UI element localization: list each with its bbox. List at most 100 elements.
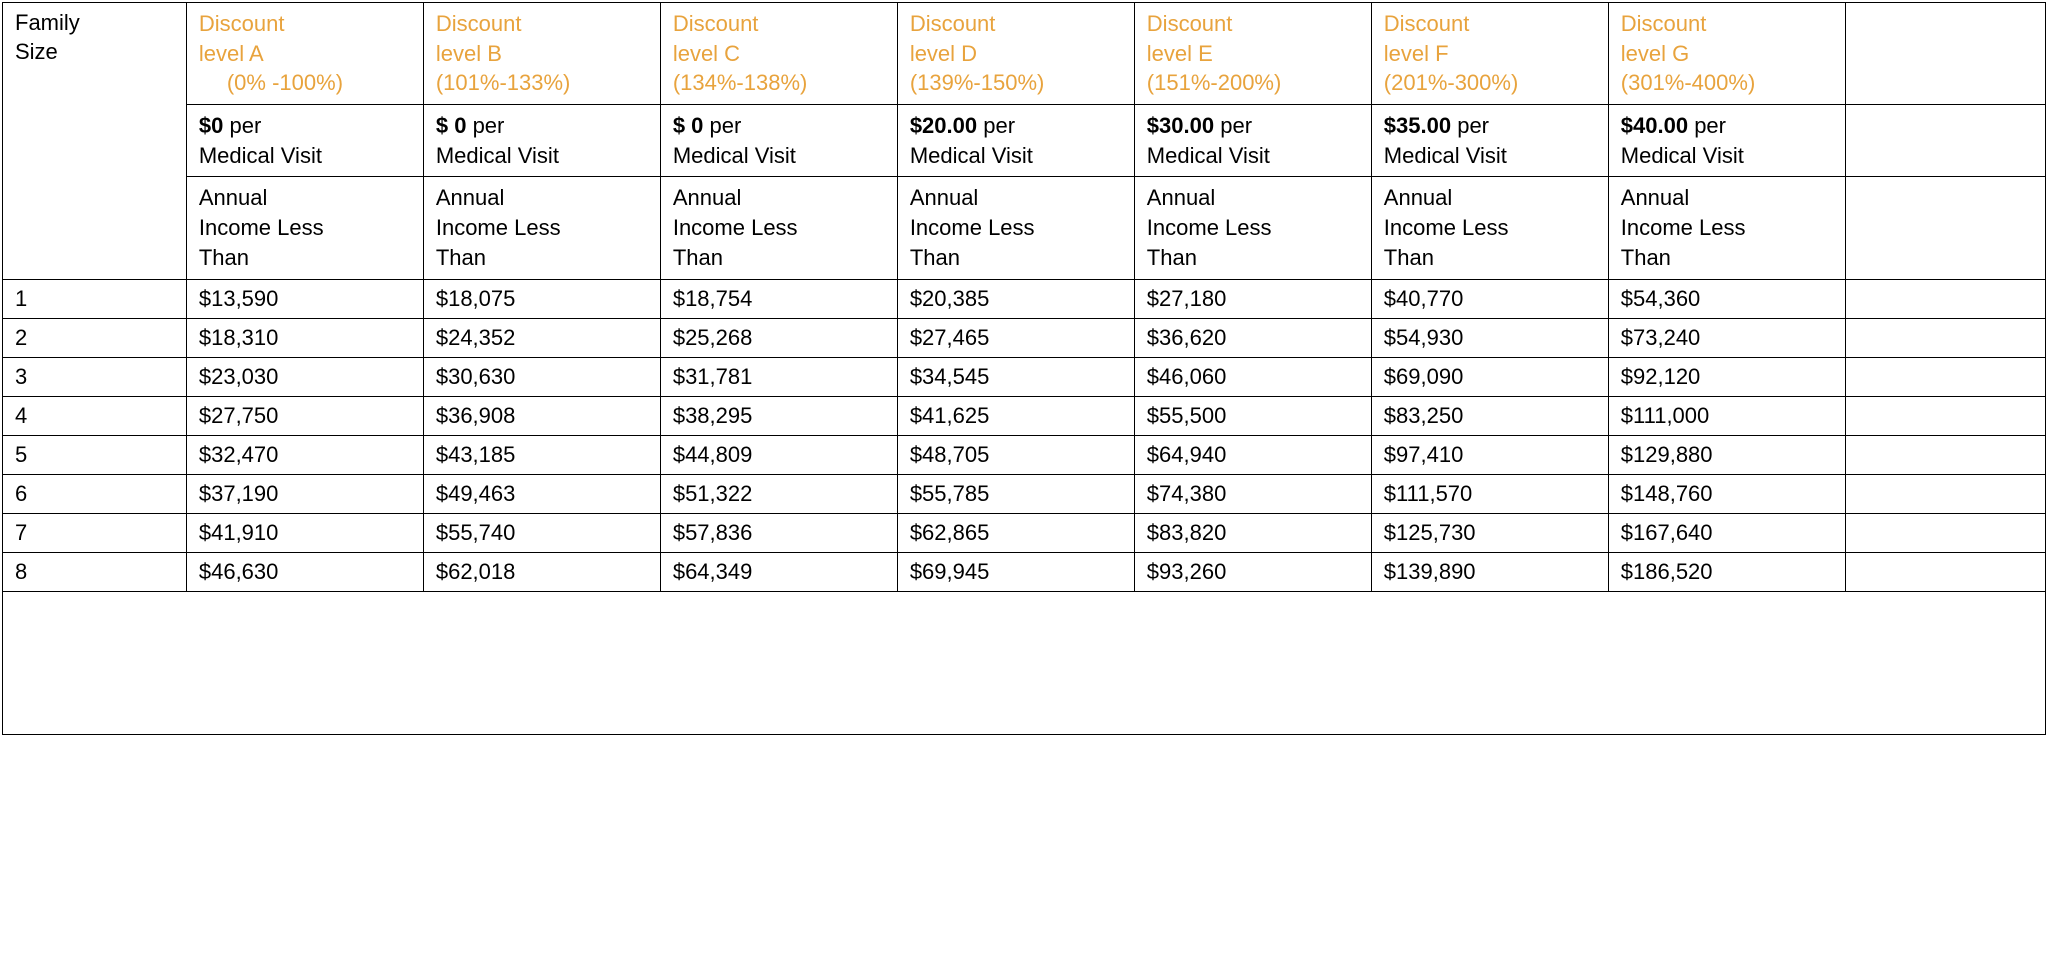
- income-cell: $54,360: [1608, 279, 1845, 318]
- discount-level-range: (301%-400%): [1621, 68, 1835, 98]
- per-visit-amount: $30.00: [1147, 113, 1214, 138]
- income-cell: $36,620: [1134, 318, 1371, 357]
- income-cell: $34,545: [897, 357, 1134, 396]
- per-visit-suffix: per: [710, 113, 742, 138]
- family-size-value: 7: [3, 513, 187, 552]
- income-cell: $18,075: [423, 279, 660, 318]
- income-cell: $73,240: [1608, 318, 1845, 357]
- annual-header-b: Annual Income Less Than: [423, 177, 660, 279]
- per-visit-amount: $40.00: [1621, 113, 1688, 138]
- income-cell: $62,018: [423, 552, 660, 591]
- income-cell: $69,945: [897, 552, 1134, 591]
- discount-level-title-line2: level E: [1147, 39, 1361, 69]
- per-visit-g: $40.00 per Medical Visit: [1608, 105, 1845, 177]
- family-size-value: 3: [3, 357, 187, 396]
- annual-header-d: Annual Income Less Than: [897, 177, 1134, 279]
- income-cell: $41,910: [186, 513, 423, 552]
- per-visit-suffix: per: [983, 113, 1015, 138]
- income-cell: $40,770: [1371, 279, 1608, 318]
- discount-level-range: (134%-138%): [673, 68, 887, 98]
- discount-level-e-header: Discount level E (151%-200%): [1134, 3, 1371, 105]
- income-cell: $20,385: [897, 279, 1134, 318]
- annual-line1: Annual: [436, 185, 505, 210]
- blank-cell: [1845, 318, 2045, 357]
- income-cell: $46,060: [1134, 357, 1371, 396]
- annual-header-a: Annual Income Less Than: [186, 177, 423, 279]
- annual-line3: Than: [673, 245, 723, 270]
- discount-level-g-header: Discount level G (301%-400%): [1608, 3, 1845, 105]
- income-cell: $36,908: [423, 396, 660, 435]
- table-row: 4 $27,750 $36,908 $38,295 $41,625 $55,50…: [3, 396, 2046, 435]
- annual-line3: Than: [910, 245, 960, 270]
- per-visit-c: $ 0 per Medical Visit: [660, 105, 897, 177]
- per-visit-line2: Medical Visit: [199, 143, 322, 168]
- discount-level-b-header: Discount level B (101%-133%): [423, 3, 660, 105]
- per-visit-amount: $ 0: [673, 113, 704, 138]
- header-row-levels: Family Size Discount level A (0% -100%) …: [3, 3, 2046, 105]
- per-visit-line2: Medical Visit: [436, 143, 559, 168]
- income-cell: $55,785: [897, 474, 1134, 513]
- family-size-label-line2: Size: [15, 39, 58, 64]
- discount-level-title-line1: Discount: [1621, 9, 1835, 39]
- per-visit-suffix: per: [1220, 113, 1252, 138]
- income-cell: $41,625: [897, 396, 1134, 435]
- per-visit-line2: Medical Visit: [1384, 143, 1507, 168]
- per-visit-suffix: per: [473, 113, 505, 138]
- annual-line2: Income Less: [673, 215, 798, 240]
- annual-line2: Income Less: [1147, 215, 1272, 240]
- discount-level-title-line1: Discount: [1147, 9, 1361, 39]
- discount-level-title-line2: level C: [673, 39, 887, 69]
- per-visit-line2: Medical Visit: [910, 143, 1033, 168]
- per-visit-amount: $0: [199, 113, 223, 138]
- income-cell: $148,760: [1608, 474, 1845, 513]
- income-cell: $18,754: [660, 279, 897, 318]
- income-cell: $167,640: [1608, 513, 1845, 552]
- family-size-header: Family Size: [3, 3, 187, 280]
- income-cell: $111,000: [1608, 396, 1845, 435]
- income-cell: $31,781: [660, 357, 897, 396]
- table-row: 5 $32,470 $43,185 $44,809 $48,705 $64,94…: [3, 435, 2046, 474]
- per-visit-a: $0 per Medical Visit: [186, 105, 423, 177]
- annual-line2: Income Less: [199, 215, 324, 240]
- income-cell: $46,630: [186, 552, 423, 591]
- table-row: 8 $46,630 $62,018 $64,349 $69,945 $93,26…: [3, 552, 2046, 591]
- annual-line3: Than: [1384, 245, 1434, 270]
- income-cell: $27,750: [186, 396, 423, 435]
- family-size-value: 5: [3, 435, 187, 474]
- annual-line2: Income Less: [436, 215, 561, 240]
- annual-line2: Income Less: [1384, 215, 1509, 240]
- annual-line1: Annual: [1621, 185, 1690, 210]
- family-size-value: 2: [3, 318, 187, 357]
- annual-line3: Than: [1147, 245, 1197, 270]
- per-visit-suffix: per: [1457, 113, 1489, 138]
- income-cell: $51,322: [660, 474, 897, 513]
- annual-line1: Annual: [1384, 185, 1453, 210]
- per-visit-amount: $20.00: [910, 113, 977, 138]
- income-cell: $186,520: [1608, 552, 1845, 591]
- income-cell: $74,380: [1134, 474, 1371, 513]
- family-size-value: 6: [3, 474, 187, 513]
- discount-level-range: (151%-200%): [1147, 68, 1361, 98]
- blank-cell: [1845, 513, 2045, 552]
- income-cell: $18,310: [186, 318, 423, 357]
- discount-level-title-line1: Discount: [910, 9, 1124, 39]
- discount-level-range: (201%-300%): [1384, 68, 1598, 98]
- income-cell: $24,352: [423, 318, 660, 357]
- per-visit-line2: Medical Visit: [1621, 143, 1744, 168]
- income-cell: $32,470: [186, 435, 423, 474]
- income-cell: $64,349: [660, 552, 897, 591]
- income-cell: $55,740: [423, 513, 660, 552]
- income-cell: $43,185: [423, 435, 660, 474]
- footer-row: [3, 591, 2046, 734]
- discount-level-title-line1: Discount: [436, 9, 650, 39]
- income-cell: $30,630: [423, 357, 660, 396]
- income-cell: $83,820: [1134, 513, 1371, 552]
- blank-cell: [1845, 474, 2045, 513]
- table-row: 3 $23,030 $30,630 $31,781 $34,545 $46,06…: [3, 357, 2046, 396]
- blank-cell: [1845, 552, 2045, 591]
- income-cell: $92,120: [1608, 357, 1845, 396]
- per-visit-suffix: per: [229, 113, 261, 138]
- annual-line1: Annual: [673, 185, 742, 210]
- table-row: 7 $41,910 $55,740 $57,836 $62,865 $83,82…: [3, 513, 2046, 552]
- blank-cell: [1845, 357, 2045, 396]
